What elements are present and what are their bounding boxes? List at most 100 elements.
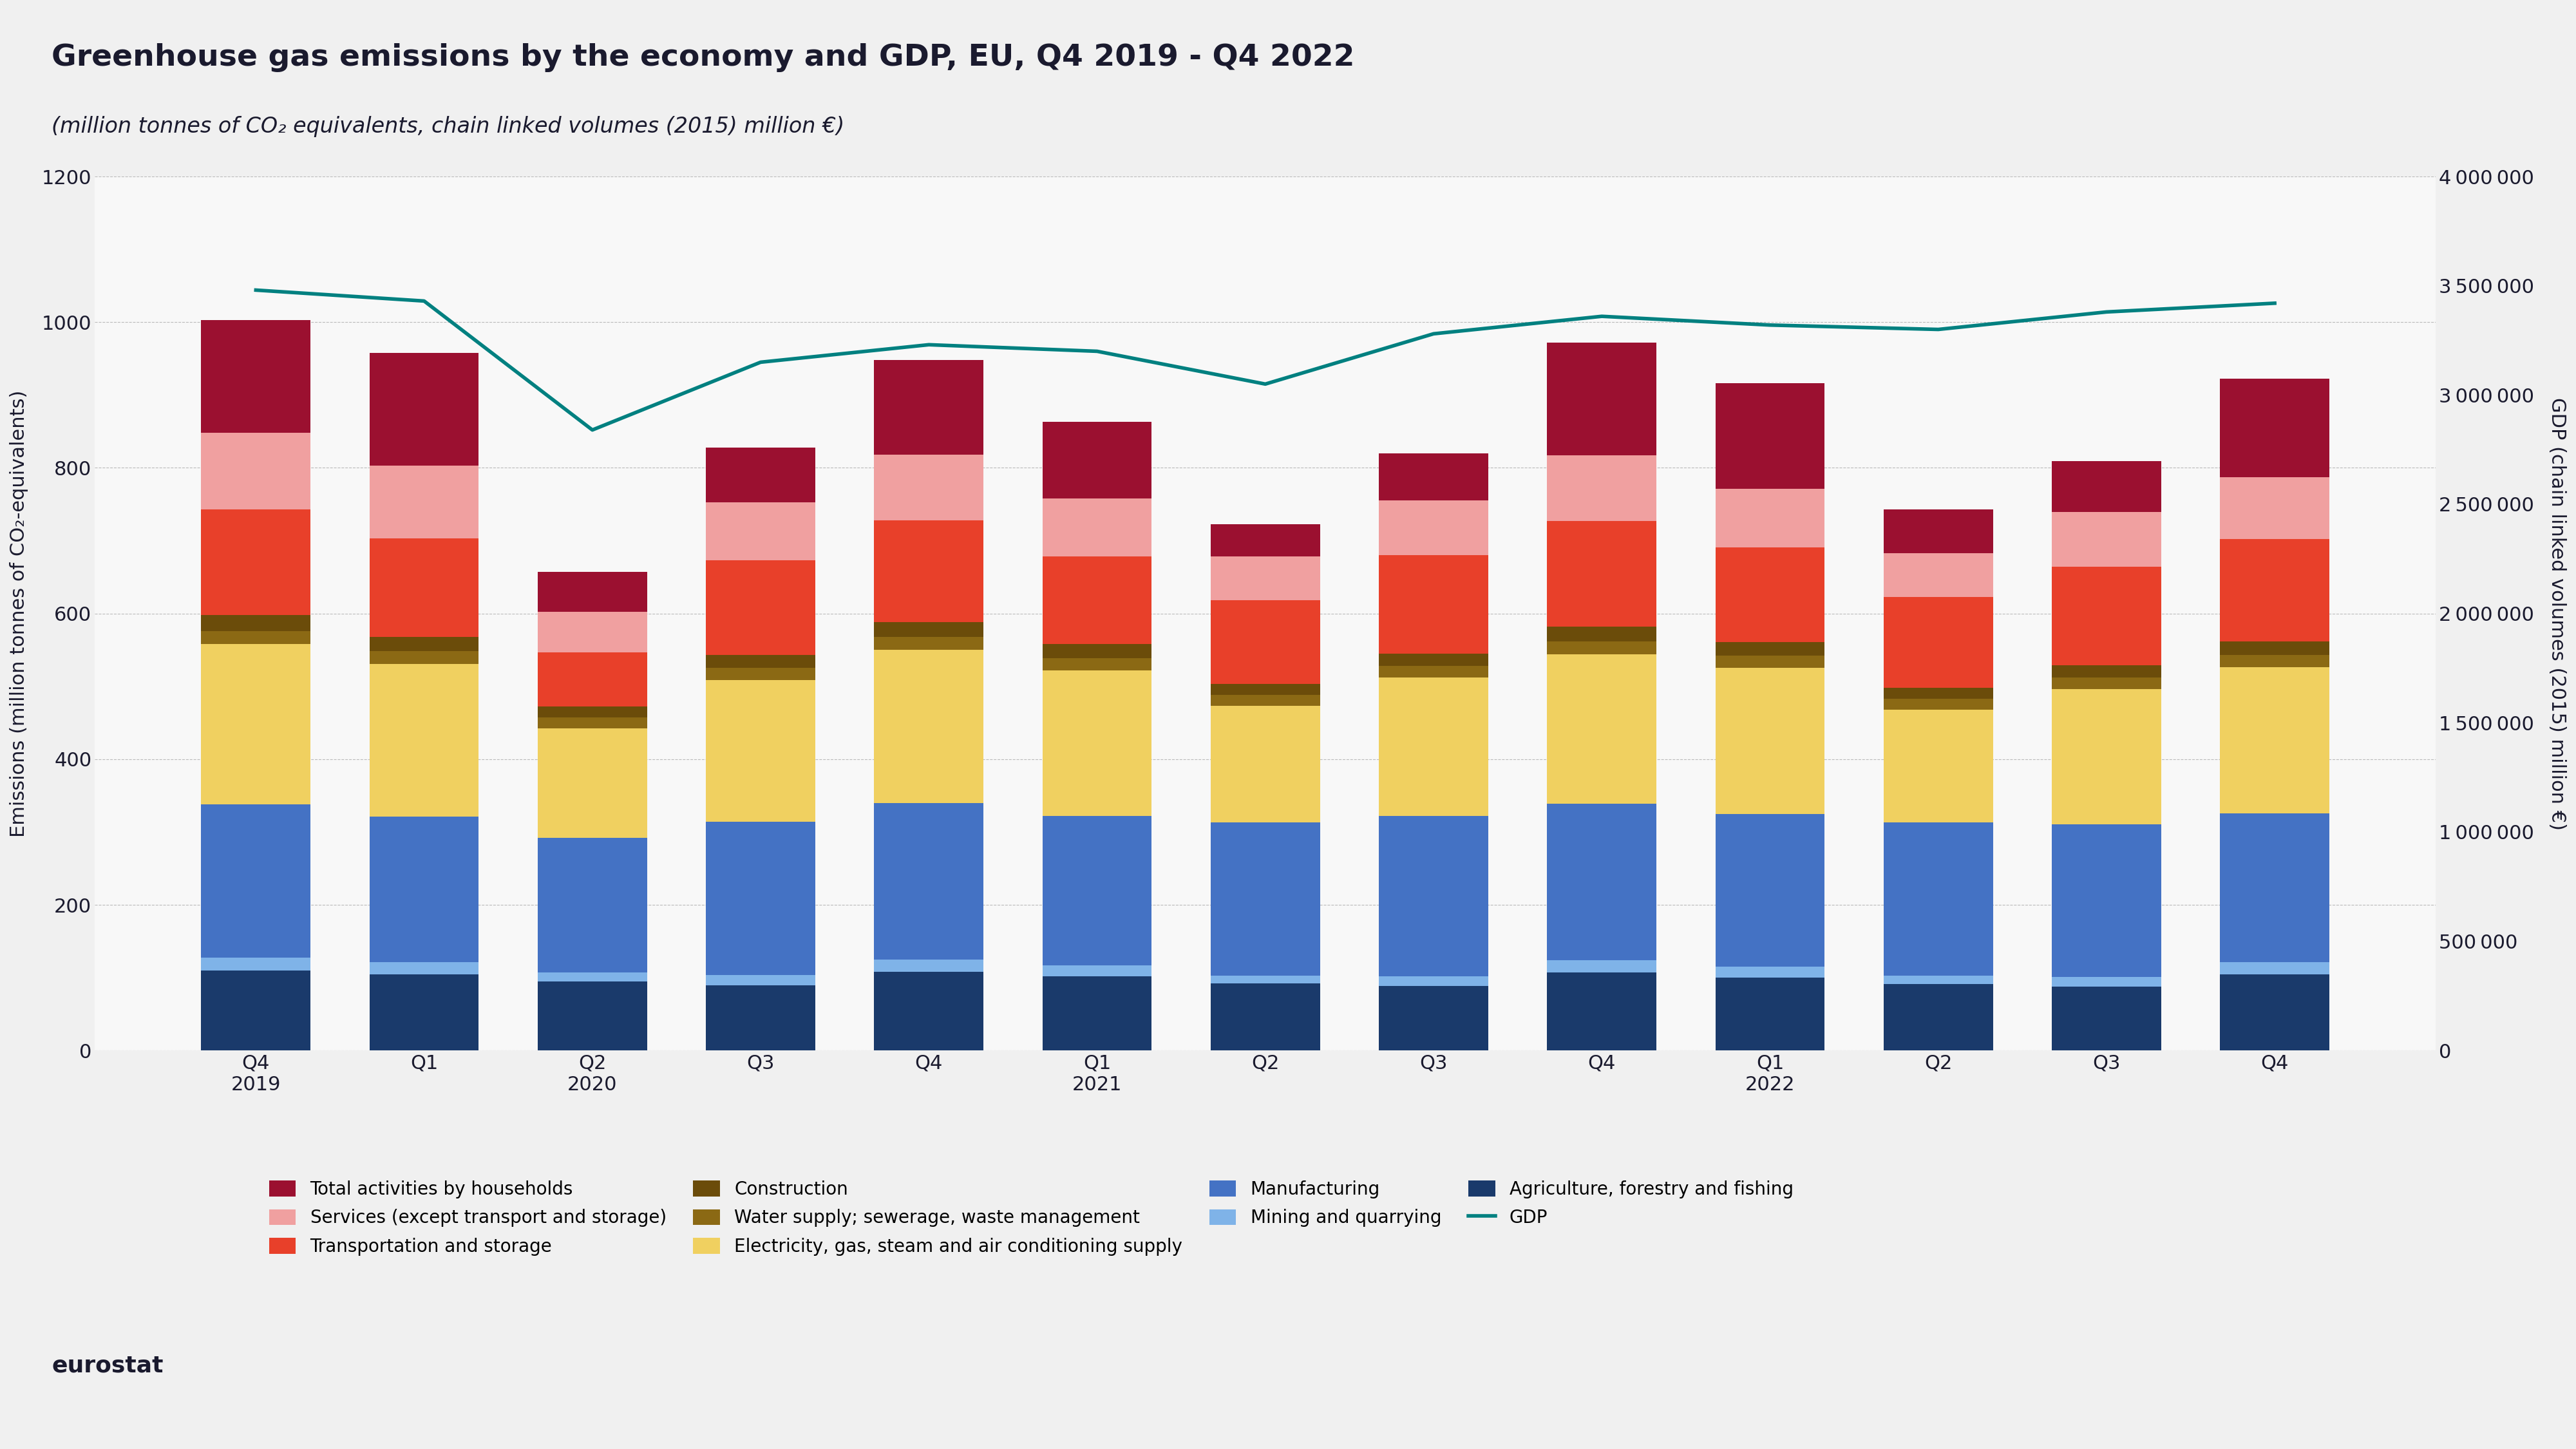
Bar — [201, 320, 312, 433]
GDP — [914, 336, 945, 354]
Bar — [2053, 678, 2161, 690]
GDP — [2092, 303, 2123, 320]
Bar — [2221, 380, 2329, 477]
Bar — [201, 614, 312, 630]
Bar — [201, 630, 312, 645]
GDP — [1922, 320, 1953, 338]
Bar — [2053, 461, 2161, 513]
Bar — [873, 959, 984, 972]
Bar — [1883, 554, 1994, 597]
Bar — [706, 655, 814, 668]
Line: GDP: GDP — [255, 290, 2275, 430]
Bar — [1211, 696, 1319, 706]
Bar — [1716, 656, 1824, 668]
Bar — [706, 501, 814, 561]
GDP — [577, 422, 608, 439]
GDP — [240, 281, 270, 298]
Bar — [1378, 678, 1489, 816]
Bar — [1378, 667, 1489, 678]
Bar — [201, 433, 312, 510]
GDP — [410, 293, 440, 310]
Bar — [873, 803, 984, 959]
GDP — [1082, 342, 1113, 359]
Bar — [1716, 642, 1824, 656]
Bar — [1043, 816, 1151, 965]
Bar — [873, 520, 984, 622]
Bar — [706, 985, 814, 1051]
Bar — [1043, 965, 1151, 977]
Bar — [368, 352, 479, 465]
Bar — [1378, 454, 1489, 500]
Bar — [368, 817, 479, 962]
Bar — [538, 838, 647, 972]
Bar — [706, 680, 814, 822]
Bar — [2221, 642, 2329, 655]
Bar — [1043, 645, 1151, 658]
Bar — [1883, 710, 1994, 823]
Bar — [873, 622, 984, 636]
Bar — [1548, 972, 1656, 1051]
Bar — [368, 636, 479, 652]
Bar — [2221, 655, 2329, 668]
Bar — [1211, 684, 1319, 696]
Bar — [201, 510, 312, 614]
Bar — [368, 974, 479, 1051]
Bar — [1043, 556, 1151, 645]
Bar — [1716, 966, 1824, 978]
Bar — [368, 465, 479, 539]
Bar — [1211, 984, 1319, 1051]
GDP — [1249, 375, 1280, 393]
Bar — [2053, 665, 2161, 678]
Legend: Total activities by households, Services (except transport and storage), Transpo: Total activities by households, Services… — [263, 1174, 1801, 1264]
Bar — [2053, 987, 2161, 1051]
Bar — [1211, 975, 1319, 984]
Bar — [538, 717, 647, 729]
Bar — [1716, 814, 1824, 966]
Bar — [1716, 668, 1824, 814]
GDP — [744, 354, 775, 371]
Bar — [1883, 688, 1994, 698]
Bar — [873, 972, 984, 1051]
Bar — [1716, 548, 1824, 642]
Text: Greenhouse gas emissions by the economy and GDP, EU, Q4 2019 - Q4 2022: Greenhouse gas emissions by the economy … — [52, 43, 1355, 72]
Text: (million tonnes of CO₂ equivalents, chain linked volumes (2015) million €): (million tonnes of CO₂ equivalents, chai… — [52, 116, 845, 138]
Bar — [1378, 555, 1489, 653]
Bar — [1211, 823, 1319, 975]
Bar — [1211, 706, 1319, 823]
GDP — [1587, 307, 1618, 325]
Bar — [1043, 658, 1151, 671]
Bar — [2053, 690, 2161, 824]
Bar — [2221, 477, 2329, 539]
Bar — [1378, 985, 1489, 1051]
GDP — [2259, 294, 2290, 312]
Bar — [538, 572, 647, 611]
Bar — [2221, 668, 2329, 813]
Bar — [368, 652, 479, 664]
Bar — [1378, 653, 1489, 667]
Bar — [1883, 510, 1994, 554]
Bar — [1043, 671, 1151, 816]
Bar — [1883, 984, 1994, 1051]
Bar — [1548, 642, 1656, 655]
Bar — [706, 822, 814, 975]
Bar — [1378, 500, 1489, 555]
GDP — [1417, 325, 1448, 342]
Bar — [201, 971, 312, 1051]
Bar — [2053, 977, 2161, 987]
Bar — [1211, 600, 1319, 684]
Text: eurostat: eurostat — [52, 1355, 162, 1377]
Bar — [1883, 823, 1994, 975]
Bar — [1043, 498, 1151, 556]
Bar — [706, 448, 814, 501]
Bar — [368, 539, 479, 636]
Bar — [873, 651, 984, 803]
GDP — [1754, 316, 1785, 333]
Bar — [1548, 455, 1656, 522]
Bar — [706, 668, 814, 680]
Bar — [1378, 977, 1489, 985]
Bar — [538, 707, 647, 717]
Bar — [368, 962, 479, 974]
Bar — [1716, 384, 1824, 488]
Bar — [1548, 804, 1656, 961]
Bar — [2053, 567, 2161, 665]
